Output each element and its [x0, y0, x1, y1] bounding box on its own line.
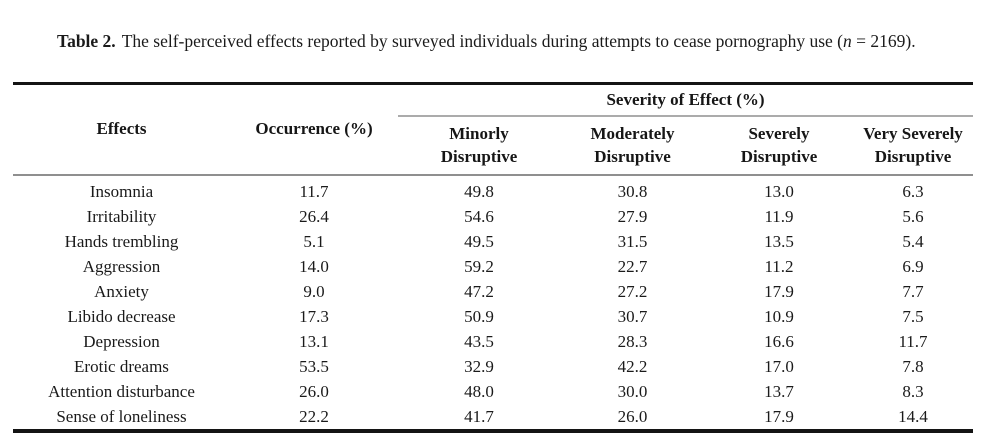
value-cell: 9.0 — [303, 281, 325, 301]
column-header-line: Disruptive — [874, 147, 952, 166]
value-cell: 17.0 — [764, 356, 794, 376]
column-group-header-severity: Severity of Effect (%) — [398, 83, 973, 117]
value-cell: 11.9 — [764, 206, 794, 226]
column-header-minorly-disruptive: Minorly Disruptive — [398, 115, 560, 176]
table-caption-label: Table 2. — [57, 30, 116, 51]
effect-cell: Attention disturbance — [48, 381, 195, 401]
table-row: Aggression 14.0 59.2 22.7 11.2 6.9 — [13, 254, 973, 279]
value-cell: 14.0 — [299, 256, 329, 276]
value-cell: 47.2 — [464, 281, 494, 301]
value-cell: 30.7 — [617, 306, 648, 326]
value-cell: 26.0 — [299, 381, 329, 401]
effect-cell: Erotic dreams — [74, 356, 169, 376]
value-cell: 54.6 — [464, 206, 494, 226]
value-cell: 22.7 — [617, 256, 648, 276]
value-cell: 8.3 — [902, 381, 924, 401]
value-cell: 27.2 — [617, 281, 648, 301]
value-cell: 17.9 — [764, 406, 794, 426]
column-header-effects: Effects — [13, 83, 230, 176]
value-cell: 11.2 — [764, 256, 794, 276]
value-cell: 17.3 — [299, 306, 329, 326]
table-row: Irritability 26.4 54.6 27.9 11.9 5.6 — [13, 204, 973, 229]
header-group-row: Effects Occurrence (%) Severity of Effec… — [13, 83, 973, 176]
value-cell: 27.9 — [617, 206, 648, 226]
value-cell: 14.4 — [898, 406, 928, 426]
value-cell: 16.6 — [764, 331, 794, 351]
effect-cell: Insomnia — [89, 181, 154, 201]
value-cell: 7.7 — [902, 281, 924, 301]
value-cell: 26.4 — [299, 206, 329, 226]
column-header-line: Severely — [748, 124, 810, 143]
effect-cell: Irritability — [86, 206, 157, 226]
table-row: Attention disturbance 26.0 48.0 30.0 13.… — [13, 379, 973, 404]
column-header-severely-disruptive: Severely Disruptive — [705, 115, 853, 176]
effect-cell: Sense of loneliness — [56, 406, 187, 426]
table-caption: Table 2. The self-perceived effects repor… — [57, 27, 939, 56]
table-row: Sense of loneliness 22.2 41.7 26.0 17.9 … — [13, 404, 973, 431]
caption-n-symbol: n — [843, 30, 852, 51]
effect-cell: Anxiety — [94, 281, 149, 301]
value-cell: 26.0 — [617, 406, 648, 426]
table-row: Depression 13.1 43.5 28.3 16.6 11.7 — [13, 329, 973, 354]
effect-cell: Hands trembling — [64, 231, 179, 251]
value-cell: 17.9 — [764, 281, 794, 301]
column-header-line: Disruptive — [594, 147, 671, 166]
value-cell: 30.0 — [617, 381, 648, 401]
value-cell: 59.2 — [464, 256, 494, 276]
value-cell: 13.0 — [764, 181, 794, 201]
value-cell: 11.7 — [898, 331, 928, 351]
table-caption-tail: = 2169). — [851, 30, 916, 51]
effect-cell: Depression — [83, 331, 160, 351]
table-row: Libido decrease 17.3 50.9 30.7 10.9 7.5 — [13, 304, 973, 329]
table-row: Insomnia 11.7 49.8 30.8 13.0 6.3 — [13, 175, 973, 204]
value-cell: 53.5 — [299, 356, 329, 376]
value-cell: 5.6 — [902, 206, 924, 226]
value-cell: 28.3 — [617, 331, 648, 351]
effects-severity-table: Effects Occurrence (%) Severity of Effec… — [13, 82, 973, 433]
table-row: Erotic dreams 53.5 32.9 42.2 17.0 7.8 — [13, 354, 973, 379]
value-cell: 31.5 — [617, 231, 648, 251]
value-cell: 11.7 — [299, 181, 329, 201]
column-header-line: Moderately — [590, 124, 675, 143]
column-header-occurrence: Occurrence (%) — [230, 83, 398, 176]
value-cell: 49.5 — [464, 231, 494, 251]
value-cell: 7.5 — [902, 306, 924, 326]
table-caption-text: The self-perceived effects reported by s… — [121, 30, 843, 51]
value-cell: 50.9 — [464, 306, 494, 326]
value-cell: 22.2 — [299, 406, 329, 426]
value-cell: 42.2 — [617, 356, 648, 376]
value-cell: 30.8 — [617, 181, 648, 201]
column-header-line: Very Severely — [863, 124, 963, 143]
value-cell: 5.4 — [902, 231, 924, 251]
value-cell: 13.1 — [299, 331, 329, 351]
value-cell: 43.5 — [464, 331, 494, 351]
column-header-line: Minorly — [449, 124, 509, 143]
value-cell: 7.8 — [902, 356, 924, 376]
value-cell: 10.9 — [764, 306, 794, 326]
effect-cell: Aggression — [82, 256, 161, 276]
table-row: Anxiety 9.0 47.2 27.2 17.9 7.7 — [13, 279, 973, 304]
column-header-line: Disruptive — [740, 147, 818, 166]
value-cell: 41.7 — [464, 406, 494, 426]
value-cell: 6.3 — [902, 181, 924, 201]
column-header-line: Disruptive — [440, 147, 518, 166]
value-cell: 5.1 — [303, 231, 325, 251]
value-cell: 49.8 — [464, 181, 494, 201]
header-columns-row: Minorly Disruptive Moderately Disruptive… — [13, 115, 973, 176]
column-header-moderately-disruptive: Moderately Disruptive — [560, 115, 705, 176]
value-cell: 32.9 — [464, 356, 494, 376]
value-cell: 48.0 — [464, 381, 494, 401]
column-header-very-severely-disruptive: Very Severely Disruptive — [853, 115, 973, 176]
value-cell: 13.5 — [764, 231, 794, 251]
effect-cell: Libido decrease — [67, 306, 176, 326]
value-cell: 6.9 — [902, 256, 924, 276]
table-row: Hands trembling 5.1 49.5 31.5 13.5 5.4 — [13, 229, 973, 254]
value-cell: 13.7 — [764, 381, 794, 401]
